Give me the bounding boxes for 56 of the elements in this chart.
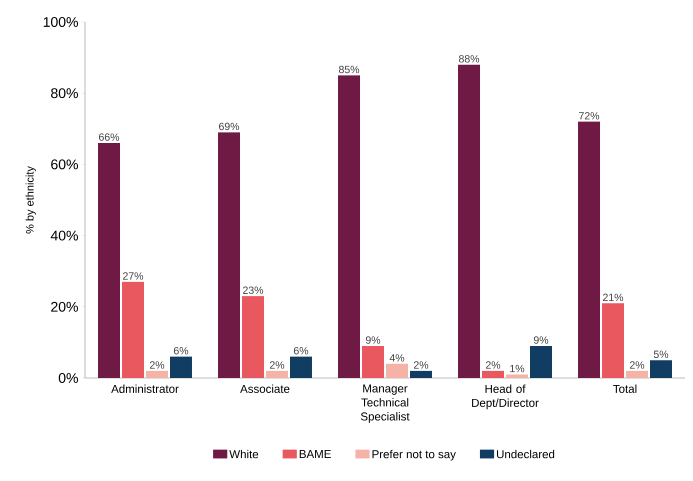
bar <box>266 370 288 378</box>
bar <box>482 370 504 378</box>
bar <box>146 370 168 378</box>
bar <box>386 364 408 378</box>
y-tick-label: 0% <box>58 373 78 383</box>
data-label: 21% <box>603 294 624 302</box>
y-tick-label: 100% <box>44 17 78 27</box>
bar <box>242 296 264 378</box>
x-tick-label: Administrator <box>111 384 179 393</box>
data-label: 6% <box>294 347 308 354</box>
data-label: 1% <box>510 364 524 372</box>
data-label: 72% <box>579 112 600 120</box>
bar <box>650 360 672 378</box>
data-label: 88% <box>458 55 480 63</box>
data-label: 2% <box>150 361 164 369</box>
data-label: 6% <box>174 347 188 354</box>
bar <box>338 75 360 378</box>
legend-label: Undeclared <box>496 450 554 458</box>
data-label: 9% <box>366 336 380 344</box>
y-tick-label: 20% <box>51 302 78 312</box>
x-tick-label: Total <box>613 384 636 393</box>
legend-label: White <box>229 450 258 458</box>
data-label: 66% <box>99 133 120 141</box>
y-tick-label: 80% <box>51 88 78 98</box>
data-label: 2% <box>486 361 500 369</box>
bar <box>530 346 552 378</box>
bar <box>290 356 312 378</box>
data-label: 27% <box>123 272 144 280</box>
legend-label: Prefer not to say <box>372 450 456 461</box>
bar <box>602 303 624 378</box>
bar <box>578 122 600 378</box>
data-label: 85% <box>338 66 360 74</box>
data-label: 23% <box>243 286 264 294</box>
bar <box>218 132 240 378</box>
bar <box>458 64 480 378</box>
y-axis-title: % by ethnicity <box>26 166 36 234</box>
bar <box>626 370 648 378</box>
data-label: 69% <box>219 122 240 130</box>
bar <box>362 346 384 378</box>
bar <box>122 282 144 378</box>
bar <box>410 370 432 378</box>
data-label: 2% <box>630 361 644 369</box>
x-tick-label: Manager Technical Specialist <box>360 384 410 423</box>
bar <box>170 356 192 378</box>
bar <box>98 143 120 378</box>
data-label: 4% <box>390 354 404 362</box>
x-tick-label: Head of Dept/Director <box>472 384 539 410</box>
y-tick-label: 40% <box>50 230 78 241</box>
bar <box>506 374 528 378</box>
data-label: 2% <box>270 361 284 369</box>
x-tick-label: Associate <box>240 384 290 393</box>
data-label: 2% <box>414 361 428 369</box>
legend-label: BAME <box>300 450 331 458</box>
data-label: 5% <box>654 350 668 358</box>
y-tick-label: 60% <box>51 159 78 170</box>
data-label: 9% <box>534 336 548 344</box>
